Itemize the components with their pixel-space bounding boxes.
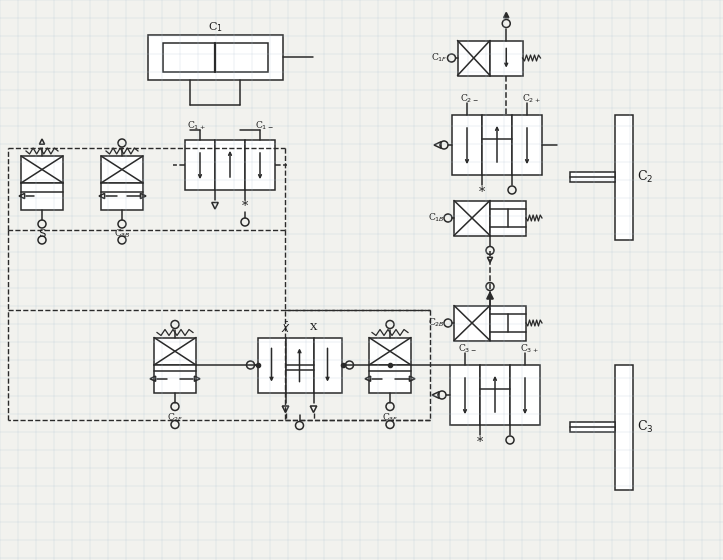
Bar [154,365,196,393]
Text: C$_{1+}$: C$_{1+}$ [187,120,205,132]
Bar [21,183,63,210]
Bar [454,306,490,340]
Text: C$_{1B}$: C$_{1B}$ [427,212,445,224]
Bar [490,40,523,76]
Text: *: * [477,436,483,449]
Text: X: X [310,323,317,332]
Text: C$_{1F}$: C$_{1F}$ [431,52,448,64]
Bar [314,338,341,393]
Text: C$_{2-}$: C$_{2-}$ [460,93,479,105]
Bar [163,43,268,72]
Text: S: S [38,229,46,239]
Bar [154,338,196,365]
Bar [369,365,411,393]
Text: *: * [242,199,248,212]
Text: C$_2$: C$_2$ [637,169,653,185]
Text: C$_3$: C$_3$ [637,419,654,435]
Text: C$_{3-}$: C$_{3-}$ [458,343,476,355]
Text: *: * [479,185,485,198]
Polygon shape [504,12,509,18]
Bar [458,40,490,76]
Bar [185,140,215,190]
Text: C$_{3F}$: C$_{3F}$ [382,411,398,424]
Text: C$_{2+}$: C$_{2+}$ [521,93,540,105]
Bar [286,338,314,393]
Bar [510,365,540,425]
Text: C$_{2B}$: C$_{2B}$ [427,317,445,329]
Text: C$_{3B}$: C$_{3B}$ [114,228,130,240]
Bar [490,200,526,236]
Bar [369,338,411,365]
Bar [148,35,283,80]
Bar [215,140,245,190]
Bar [454,200,490,236]
Bar [21,156,63,183]
Bar [450,365,480,425]
Bar [615,115,633,240]
Bar [257,338,286,393]
Bar [615,365,633,490]
Text: $\bar{X}$: $\bar{X}$ [281,320,291,334]
Bar [512,115,542,175]
Text: C$_1$: C$_1$ [208,20,223,34]
Bar [570,172,615,182]
Text: C$_{3+}$: C$_{3+}$ [520,343,539,355]
Bar [101,183,143,210]
Text: C$_{2F}$: C$_{2F}$ [166,411,184,424]
Bar [245,140,275,190]
Text: C$_{1-}$: C$_{1-}$ [254,120,273,132]
Bar [482,115,512,175]
Bar [490,306,526,340]
Bar [570,422,615,432]
Polygon shape [487,292,493,299]
Bar [480,365,510,425]
Bar [452,115,482,175]
Bar [101,156,143,183]
